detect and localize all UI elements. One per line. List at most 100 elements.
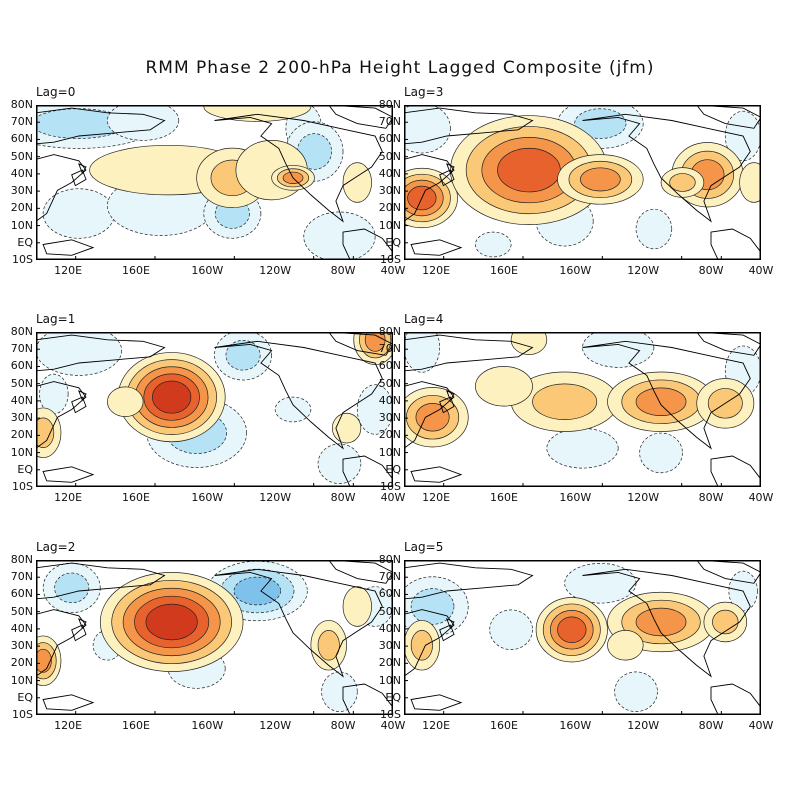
lon-label: 120W bbox=[627, 491, 660, 504]
negative-anomaly-contour bbox=[489, 609, 533, 650]
positive-anomaly-contour bbox=[635, 607, 687, 637]
lat-label: 80N bbox=[378, 553, 401, 566]
lat-label: 80N bbox=[10, 553, 33, 566]
lat-label: EQ bbox=[17, 690, 33, 704]
lat-label: 50N bbox=[378, 376, 401, 390]
coastline bbox=[36, 562, 166, 600]
coastline bbox=[445, 618, 455, 630]
coastline bbox=[36, 381, 87, 449]
coastline bbox=[404, 334, 534, 372]
coastline bbox=[214, 340, 383, 450]
lon-label: 120E bbox=[422, 491, 451, 504]
lon-label: 120W bbox=[627, 719, 660, 732]
lon-label: 80W bbox=[330, 491, 356, 504]
lat-label: 50N bbox=[10, 604, 33, 618]
positive-anomaly-contour bbox=[475, 366, 533, 407]
coastline bbox=[214, 113, 383, 223]
negative-anomaly-contour bbox=[303, 211, 376, 260]
negative-anomaly-contour bbox=[321, 671, 358, 712]
coastline bbox=[342, 228, 393, 260]
coastline bbox=[71, 624, 87, 642]
positive-anomaly-contour bbox=[739, 162, 761, 203]
lat-label: 60N bbox=[10, 587, 33, 601]
lat-label: 70N bbox=[10, 342, 33, 356]
lat-label: 30N bbox=[378, 639, 401, 653]
map-panel: Lag=2 80N 70N 60N 50N 40N 30N 20N 10N EQ 10S 120E 16… bbox=[11, 540, 406, 732]
lon-label: 40W bbox=[380, 264, 406, 277]
positive-anomaly-contour bbox=[532, 383, 598, 420]
lat-label: 10N bbox=[378, 673, 401, 687]
negative-anomaly-contour bbox=[639, 432, 683, 474]
negative-anomaly-contour bbox=[54, 572, 90, 604]
negative-anomaly-contour bbox=[582, 332, 655, 368]
height-anomaly-map bbox=[36, 560, 393, 715]
height-anomaly-map bbox=[404, 105, 761, 260]
map-panel: Lag=4 80N 70N 60N 50N 40N 30N 20N 10N EQ 10S 120E 16… bbox=[379, 312, 774, 504]
lat-label: 80N bbox=[378, 98, 401, 111]
lon-label: 120W bbox=[259, 264, 292, 277]
positive-anomaly-contour bbox=[145, 603, 198, 641]
lat-label: 10N bbox=[10, 218, 33, 232]
negative-anomaly-contour bbox=[475, 231, 512, 258]
positive-anomaly-contour bbox=[36, 648, 52, 673]
map-panel: Lag=1 80N 70N 60N 50N 40N 30N 20N 10N EQ 10S 120E 16… bbox=[11, 312, 406, 504]
coastline bbox=[77, 618, 87, 630]
height-anomaly-map bbox=[36, 332, 393, 487]
negative-anomaly-contour bbox=[42, 188, 115, 239]
lat-label: 10N bbox=[10, 673, 33, 687]
lat-label: 30N bbox=[378, 411, 401, 425]
lon-label: 160W bbox=[559, 264, 592, 277]
coastline bbox=[404, 609, 455, 677]
positive-anomaly-contour bbox=[607, 630, 644, 661]
lon-label: 120E bbox=[54, 719, 83, 732]
negative-anomaly-contour bbox=[614, 671, 658, 712]
lat-label: 70N bbox=[378, 342, 401, 356]
lon-label: 160E bbox=[489, 264, 518, 277]
coastline bbox=[77, 163, 87, 175]
coastline bbox=[328, 560, 393, 584]
negative-anomaly-contour bbox=[233, 576, 282, 606]
lat-label: 80N bbox=[10, 98, 33, 111]
positive-anomaly-contour bbox=[580, 167, 621, 192]
height-anomaly-map bbox=[404, 560, 761, 715]
lat-label: 40N bbox=[10, 393, 33, 407]
lon-label: 80W bbox=[698, 491, 724, 504]
lat-label: 80N bbox=[378, 325, 401, 338]
lat-label: 60N bbox=[10, 132, 33, 146]
lat-label: 80N bbox=[10, 325, 33, 338]
lon-label: 160E bbox=[121, 264, 150, 277]
negative-anomaly-contour bbox=[225, 340, 261, 371]
positive-anomaly-contour bbox=[36, 417, 55, 448]
coastline bbox=[439, 624, 455, 642]
lon-label: 120W bbox=[259, 719, 292, 732]
lat-label: 40N bbox=[378, 393, 401, 407]
height-anomaly-map bbox=[404, 332, 761, 487]
negative-anomaly-contour bbox=[296, 133, 332, 170]
lat-label: 70N bbox=[378, 570, 401, 584]
lat-label: 10N bbox=[378, 218, 401, 232]
coastline bbox=[328, 105, 393, 129]
lat-label: 60N bbox=[10, 359, 33, 373]
lon-label: 80W bbox=[698, 264, 724, 277]
coastline bbox=[36, 154, 87, 222]
lat-label: EQ bbox=[17, 462, 33, 476]
lat-label: 40N bbox=[378, 621, 401, 635]
lon-label: 160E bbox=[121, 719, 150, 732]
lat-label: 20N bbox=[378, 428, 401, 442]
lat-label: 40N bbox=[10, 621, 33, 635]
positive-anomaly-contour bbox=[497, 147, 561, 193]
lat-label: 20N bbox=[10, 201, 33, 215]
coastline bbox=[404, 562, 534, 600]
lat-label: 40N bbox=[378, 166, 401, 180]
positive-anomaly-contour bbox=[107, 386, 144, 417]
negative-anomaly-contour bbox=[635, 208, 673, 250]
lat-label: 10S bbox=[12, 708, 33, 721]
positive-anomaly-contour bbox=[510, 332, 548, 355]
lat-label: 10S bbox=[380, 708, 401, 721]
coastline bbox=[404, 381, 455, 449]
height-anomaly-map bbox=[36, 105, 393, 260]
lon-label: 120W bbox=[259, 491, 292, 504]
lon-label: 160E bbox=[489, 719, 518, 732]
lat-label: 10N bbox=[378, 445, 401, 459]
lon-label: 80W bbox=[330, 719, 356, 732]
